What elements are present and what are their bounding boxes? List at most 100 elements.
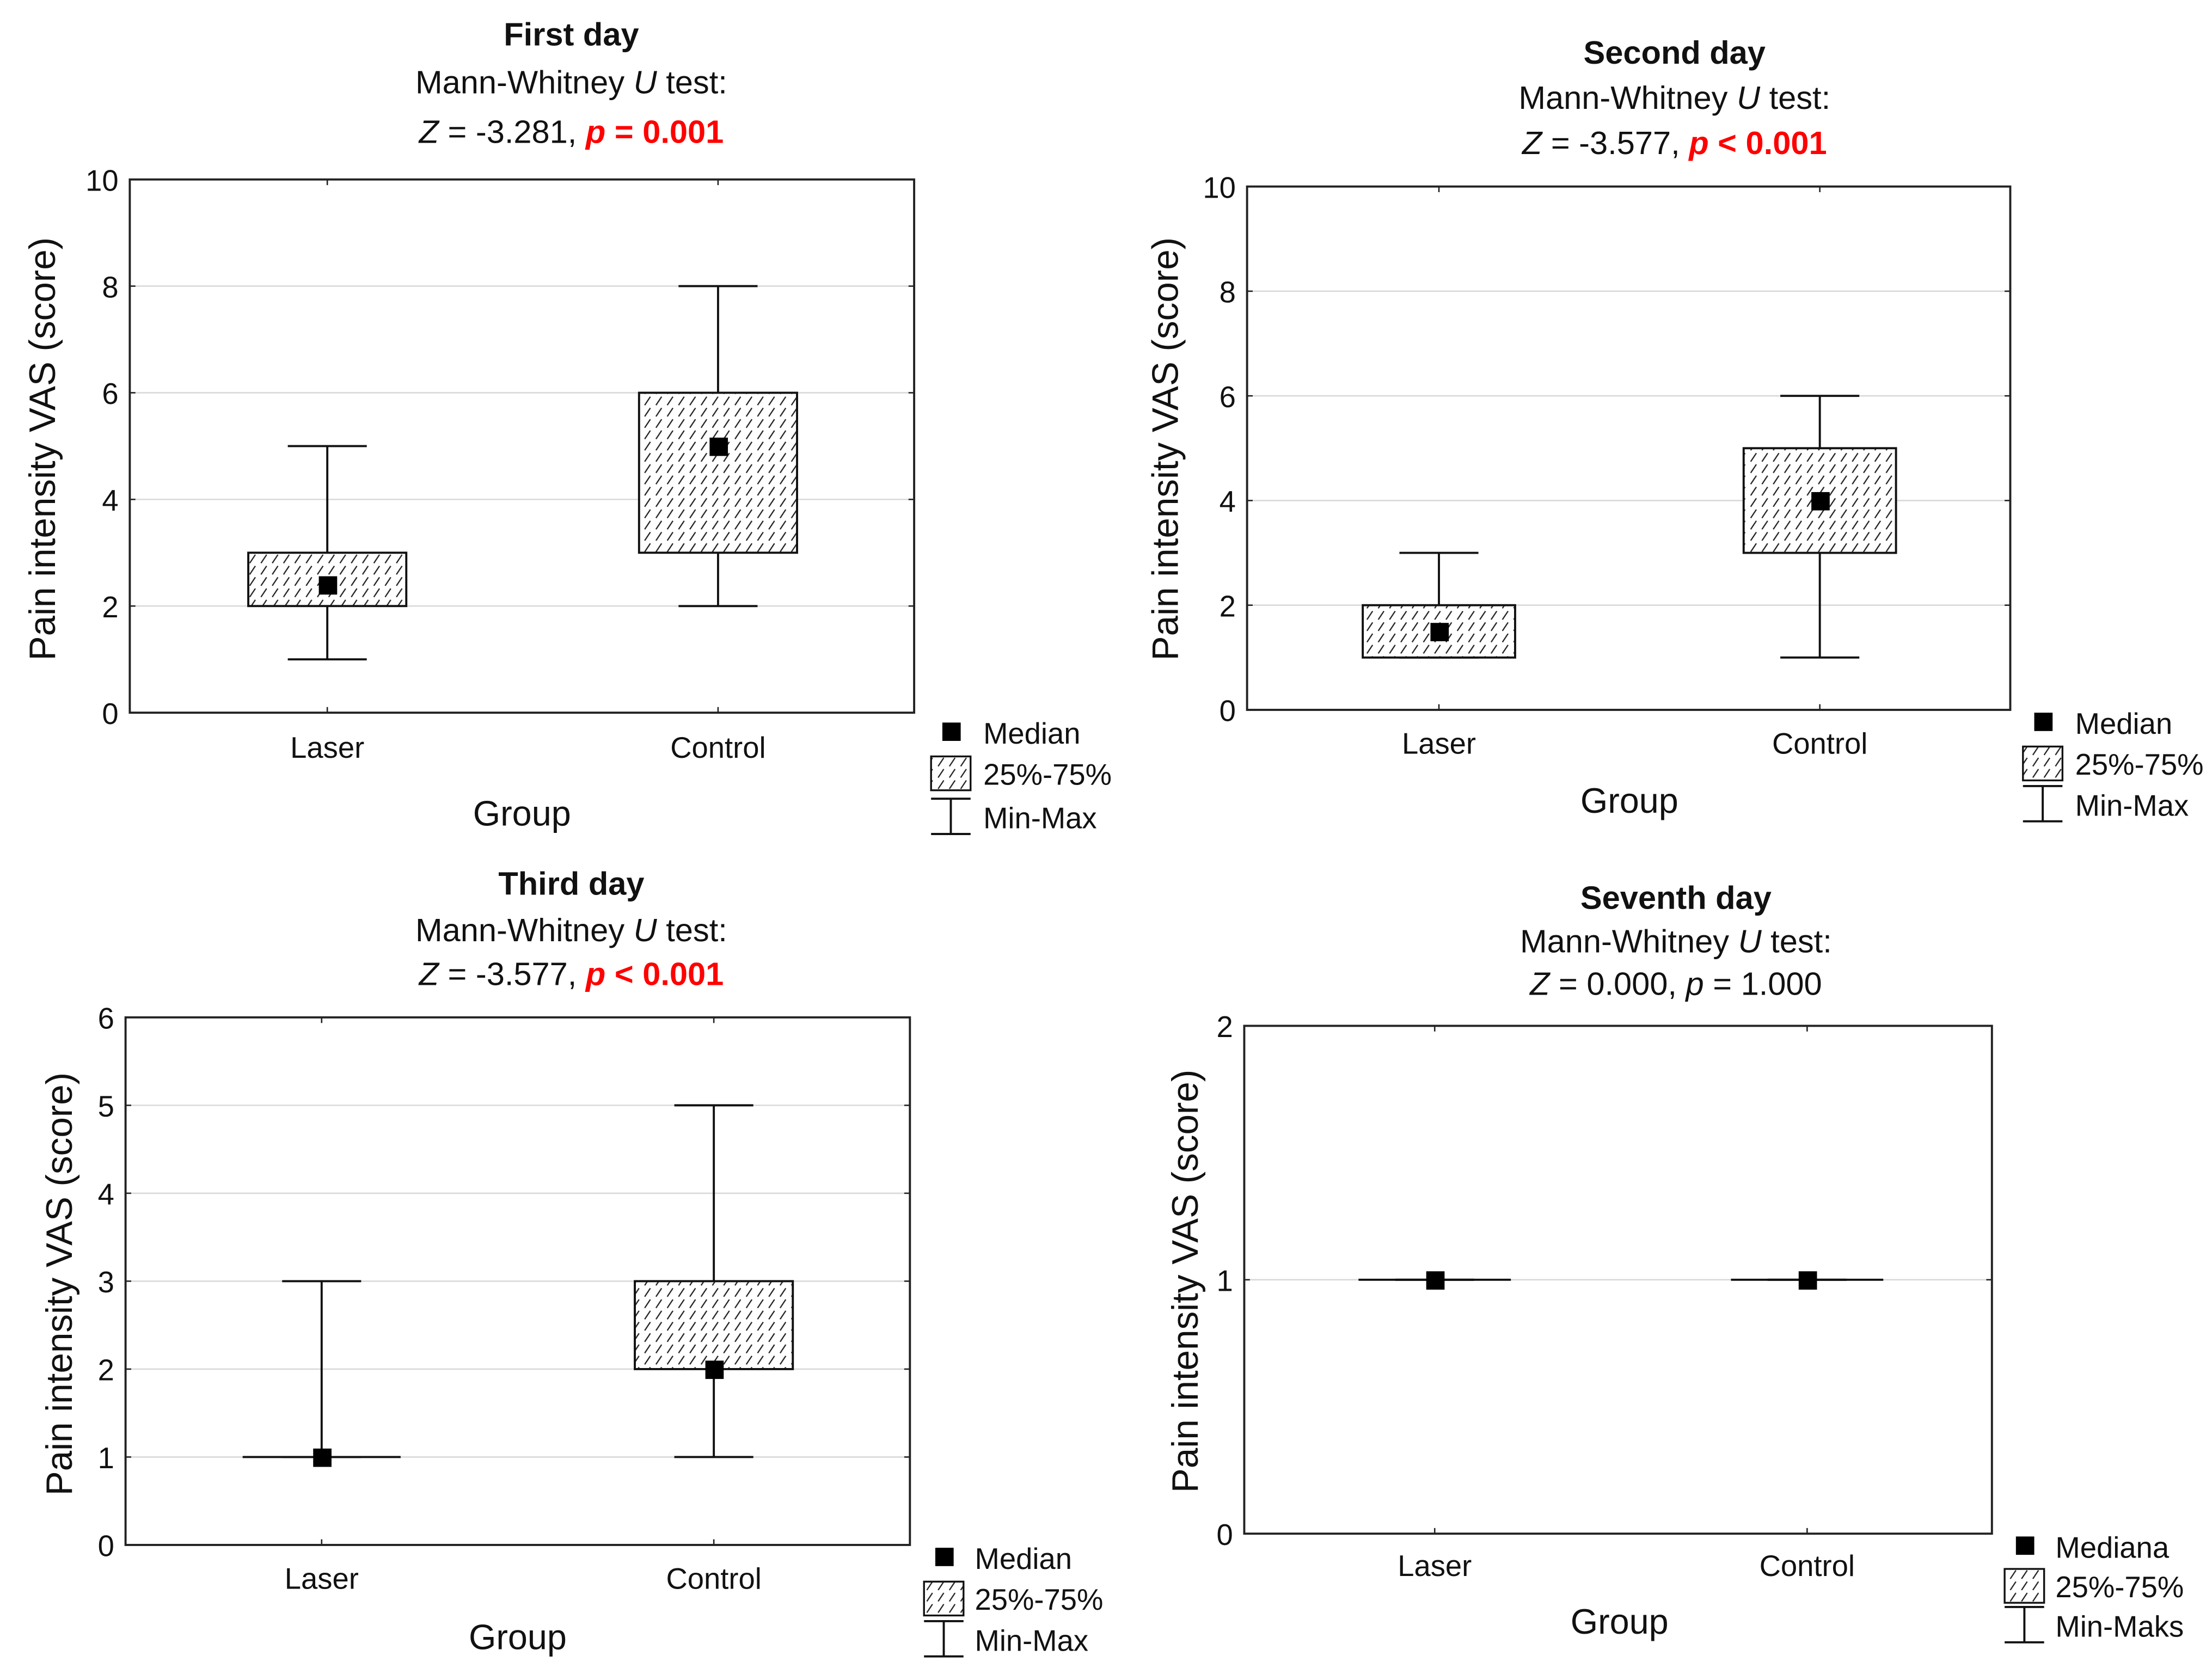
- legend-label: Min-Maks: [2055, 1610, 2184, 1643]
- median-marker: [705, 1360, 724, 1379]
- x-axis-label: Group: [1580, 781, 1678, 820]
- x-tick-label: Laser: [1402, 727, 1476, 760]
- chart-title: Third day: [498, 865, 644, 902]
- test-name-post: test:: [657, 64, 727, 101]
- legend-label: Median: [975, 1542, 1072, 1575]
- box-laser: [242, 1280, 401, 1467]
- test-statistic: Z = -3.577, p < 0.001: [1521, 125, 1827, 161]
- y-tick-label: 4: [98, 1178, 114, 1211]
- y-axis-label: Pain intensity VAS (score): [1145, 237, 1186, 660]
- median-marker: [1798, 1271, 1817, 1290]
- box-laser: [1358, 1271, 1511, 1290]
- test-name-italic: U: [634, 912, 658, 948]
- x-tick-label: Laser: [285, 1562, 359, 1595]
- legend: Median 25%-75% Min-Max: [930, 717, 1112, 835]
- y-tick-label: 2: [102, 591, 118, 624]
- test-name-post: test:: [1760, 79, 1830, 116]
- legend: Median 25%-75% Min-Max: [2022, 707, 2204, 823]
- x-tick-label: Control: [666, 1562, 761, 1595]
- y-tick-label: 0: [1216, 1518, 1233, 1552]
- y-tick-label: 8: [102, 271, 118, 304]
- y-tick-label: 8: [1220, 276, 1236, 309]
- plot-frame: [128, 178, 916, 714]
- test-name-post: test:: [657, 912, 727, 948]
- legend-label: Min-Max: [975, 1624, 1089, 1657]
- z-value: = 0.000,: [1549, 965, 1686, 1002]
- legend-box-icon: [930, 755, 972, 792]
- p-symbol: p: [1688, 125, 1708, 161]
- x-tick-label: Control: [670, 731, 765, 764]
- box-laser: [1362, 551, 1516, 659]
- box-control: [638, 285, 798, 608]
- z-value: = -3.577,: [439, 955, 586, 992]
- y-tick-label: 6: [1220, 381, 1236, 414]
- x-tick-label: Laser: [1398, 1549, 1472, 1583]
- test-statistic: Z = -3.281, p = 0.001: [418, 113, 724, 150]
- median-marker: [1811, 492, 1830, 511]
- legend: Mediana 25%-75% Min-Maks: [2003, 1531, 2184, 1644]
- y-tick-label: 4: [102, 484, 118, 517]
- p-value: < 0.001: [605, 955, 724, 992]
- test-name-pre: Mann-Whitney: [415, 64, 634, 101]
- legend-label: Min-Max: [2075, 789, 2189, 822]
- legend-label: Median: [983, 717, 1080, 750]
- y-tick-label: 5: [98, 1090, 114, 1123]
- legend-label: 25%-75%: [975, 1583, 1104, 1616]
- test-statistic: Z = 0.000, p = 1.000: [1529, 965, 1822, 1002]
- legend-median-icon: [942, 722, 961, 741]
- legend-box-icon: [2022, 745, 2064, 782]
- box-control: [1731, 1271, 1884, 1290]
- test-name-pre: Mann-Whitney: [415, 912, 634, 948]
- x-axis-label: Group: [1571, 1602, 1669, 1641]
- legend-whisker-icon: [2005, 1606, 2044, 1644]
- legend-label: Mediana: [2055, 1531, 2169, 1564]
- test-statistic: Z = -3.577, p < 0.001: [418, 955, 724, 992]
- test-name: Mann-Whitney U test:: [1520, 923, 1832, 960]
- x-tick-label: Control: [1760, 1549, 1855, 1583]
- y-tick-label: 0: [98, 1530, 114, 1563]
- test-name: Mann-Whitney U test:: [415, 912, 727, 948]
- iqr-box: [638, 391, 798, 554]
- y-tick-label: 2: [1220, 590, 1236, 623]
- test-name-italic: U: [634, 64, 658, 101]
- legend-label: Median: [2075, 707, 2172, 740]
- legend-whisker-icon: [924, 1620, 964, 1658]
- legend-label: Min-Max: [983, 802, 1097, 835]
- test-name: Mann-Whitney U test:: [415, 64, 727, 101]
- test-name: Mann-Whitney U test:: [1518, 79, 1830, 116]
- plot-frame: [124, 1016, 911, 1546]
- test-name-post: test:: [1762, 923, 1832, 960]
- iqr-box: [634, 1280, 794, 1370]
- p-value: < 0.001: [1709, 125, 1827, 161]
- p-symbol: p: [585, 955, 605, 992]
- y-tick-label: 0: [102, 697, 118, 731]
- y-tick-label: 10: [1203, 171, 1236, 204]
- x-axis-label: Group: [469, 1617, 567, 1657]
- x-tick-label: Laser: [290, 731, 364, 764]
- y-tick-label: 2: [1216, 1010, 1233, 1044]
- chart-title: First day: [504, 16, 639, 53]
- z-symbol: Z: [418, 113, 440, 150]
- z-symbol: Z: [1521, 125, 1543, 161]
- legend-label: 25%-75%: [2055, 1571, 2184, 1604]
- median-marker: [318, 576, 338, 595]
- z-value: = -3.281,: [439, 113, 586, 150]
- p-symbol: p: [585, 113, 605, 150]
- chart-title: Second day: [1584, 34, 1766, 71]
- y-tick-label: 3: [98, 1266, 114, 1299]
- y-tick-label: 1: [98, 1442, 114, 1475]
- chart-panel-4: Seventh day Mann-Whitney U test: Z = 0.000…: [1165, 879, 2184, 1644]
- test-name-pre: Mann-Whitney: [1518, 79, 1737, 116]
- y-axis-label: Pain intensity VAS (score): [39, 1072, 80, 1495]
- legend-label: 25%-75%: [983, 758, 1112, 791]
- legend-box-icon: [923, 1580, 965, 1617]
- x-axis-label: Group: [473, 793, 571, 833]
- box-control: [634, 1104, 794, 1458]
- plot-frame: [1243, 1025, 1993, 1535]
- test-name-italic: U: [1737, 79, 1761, 116]
- box-laser: [247, 445, 408, 661]
- legend-median-icon: [2034, 713, 2053, 731]
- y-tick-label: 10: [85, 164, 119, 197]
- test-name-pre: Mann-Whitney: [1520, 923, 1738, 960]
- chart-panel-1: First day Mann-Whitney U test: Z = -3.281,…: [22, 16, 1112, 835]
